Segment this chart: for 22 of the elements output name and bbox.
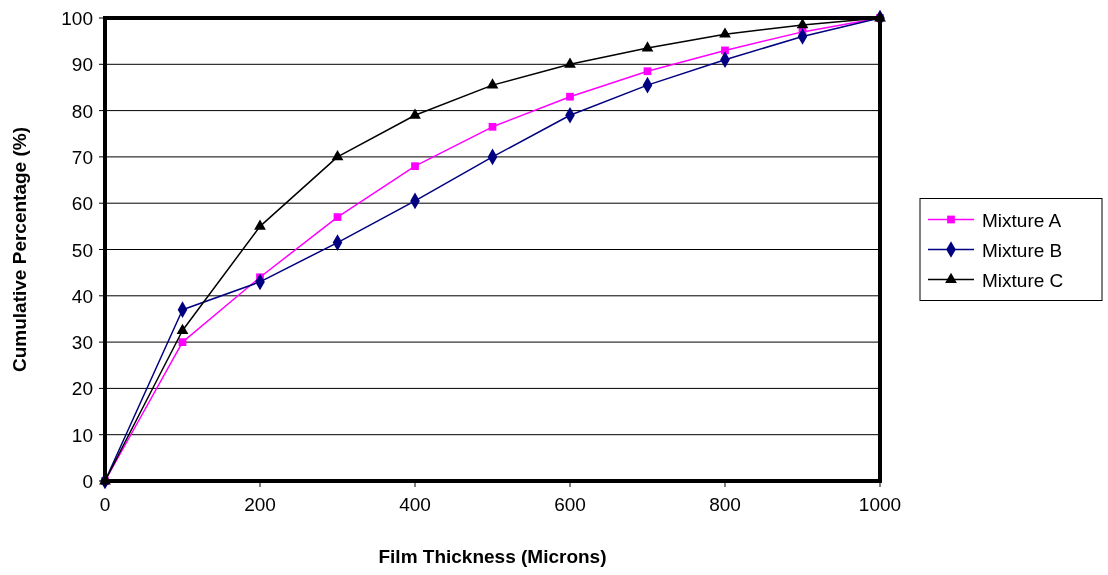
x-tick-label: 600 <box>554 494 586 515</box>
y-tick-label: 70 <box>71 146 93 168</box>
y-tick-label: 80 <box>71 100 93 122</box>
y-tick-label: 90 <box>71 54 93 76</box>
y-axis-title: Cumulative Percentage (%) <box>9 127 30 372</box>
y-tick-label: 20 <box>71 378 93 400</box>
y-tick-label: 30 <box>71 332 93 354</box>
legend-label: Mixture B <box>982 239 1063 261</box>
y-tick-label: 0 <box>82 471 93 492</box>
y-tick-label: 50 <box>71 239 93 261</box>
y-tick-label: 40 <box>71 285 93 307</box>
x-tick-label: 200 <box>244 494 276 515</box>
y-tick-label: 100 <box>61 8 93 29</box>
y-tick-label: 60 <box>71 193 93 215</box>
y-tick-label: 10 <box>71 424 93 446</box>
legend-label: Mixture C <box>982 269 1064 291</box>
x-axis-title: Film Thickness (Microns) <box>378 546 607 567</box>
legend-label: Mixture A <box>982 209 1062 231</box>
x-tick-label: 0 <box>99 494 111 515</box>
x-tick-label: 1000 <box>858 494 902 515</box>
x-tick-label: 400 <box>399 494 431 515</box>
x-tick-label: 800 <box>709 494 741 515</box>
